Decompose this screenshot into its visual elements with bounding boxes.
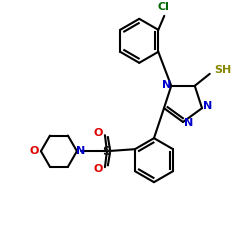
- Text: O: O: [93, 164, 102, 174]
- Text: N: N: [162, 80, 171, 90]
- Text: N: N: [76, 146, 86, 156]
- Text: SH: SH: [214, 65, 231, 75]
- Text: N: N: [204, 101, 213, 111]
- Text: O: O: [29, 146, 38, 156]
- Text: S: S: [102, 145, 112, 158]
- Text: N: N: [184, 118, 194, 128]
- Text: O: O: [93, 128, 102, 138]
- Text: Cl: Cl: [157, 2, 169, 12]
